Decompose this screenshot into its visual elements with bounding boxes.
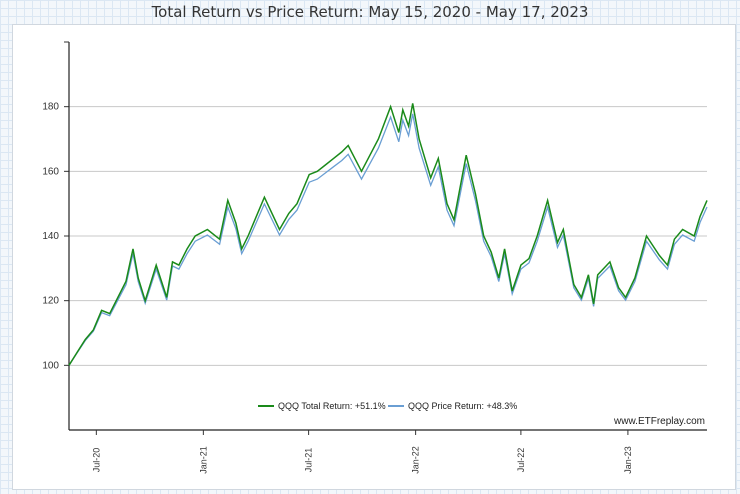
x-tick-label: Jul-22 (516, 448, 526, 473)
legend-label-total-return: QQQ Total Return: +51.1% (278, 401, 386, 411)
x-tick-label: Jan-21 (198, 446, 208, 474)
y-tick-label: 180 (42, 102, 59, 113)
line-chart: 100 120 140 160 180 Jul-20 Jan-21 Jul-21 Jan-22 J… (42, 41, 708, 474)
x-tick-label: Jul-21 (304, 448, 314, 473)
series-line-price-return (68, 113, 708, 366)
chart-title: Total Return vs Price Return: May 15, 20… (151, 3, 589, 21)
x-tick-label: Jul-20 (91, 448, 101, 473)
watermark: www.ETFreplay.com (613, 416, 705, 427)
y-tick-label: 120 (42, 296, 59, 307)
x-tick-label: Jan-23 (623, 446, 633, 474)
legend-label-price-return: QQQ Price Return: +48.3% (408, 401, 517, 411)
y-tick-label: 160 (42, 166, 59, 177)
x-tick-label: Jan-22 (411, 446, 421, 474)
y-tick-label: 140 (42, 231, 59, 242)
y-tick-label: 100 (42, 360, 59, 371)
chart-frame: 100 120 140 160 180 Jul-20 Jan-21 Jul-21 Jan-22 J… (12, 24, 736, 490)
series-line-total-return (68, 103, 708, 366)
